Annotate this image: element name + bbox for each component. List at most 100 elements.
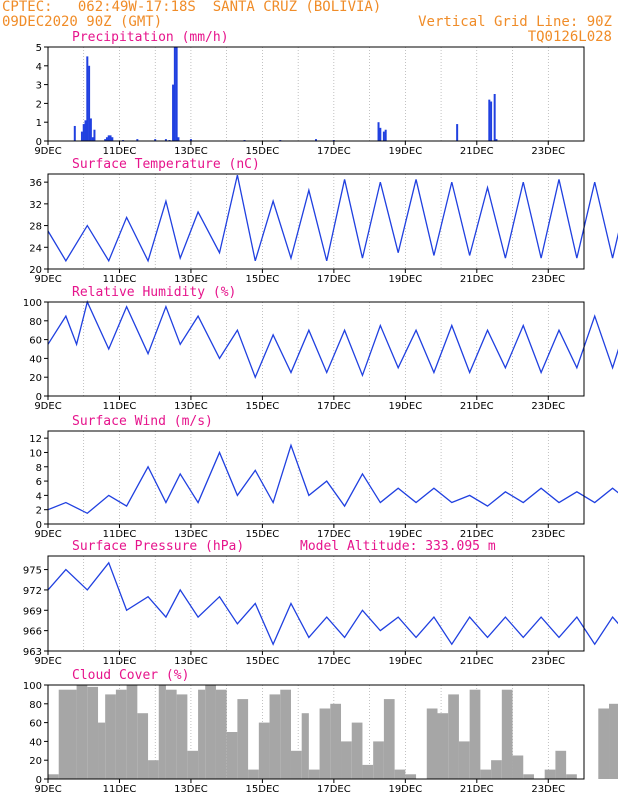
x-tick-label: 15DEC: [246, 146, 280, 157]
cloud-bar: [269, 694, 281, 779]
y-tick-label: 4: [36, 62, 42, 73]
x-tick-label: 19DEC: [388, 146, 422, 157]
relative-humidity-panel: Relative Humidity (%) 0 20 40 60 80 100 9DEC 11D…: [23, 285, 618, 412]
cloud-bar: [137, 713, 149, 779]
x-tick-label: 15DEC: [246, 401, 280, 412]
cloud-bar: [555, 750, 567, 779]
precip-bar: [93, 129, 96, 141]
cloud-cover-title: Cloud Cover (%): [72, 668, 189, 683]
cloud-bar: [609, 703, 618, 779]
x-tick-label: 17DEC: [317, 529, 351, 540]
cloud-bar: [308, 769, 320, 779]
cloud-bar: [258, 722, 270, 779]
y-tick-label: 0: [36, 775, 42, 786]
y-tick-label: 0: [36, 392, 42, 403]
y-tick-label: 0: [36, 520, 42, 531]
model-altitude-label: Model Altitude: 333.095 m: [300, 539, 496, 554]
cloud-bar: [437, 713, 449, 779]
surface-temperature-panel: Surface Temperature (nC) 20 24 28 32 36 9DEC 11…: [29, 157, 618, 285]
precip-bar: [172, 84, 175, 141]
cloud-bar: [458, 741, 470, 779]
x-tick-label: 15DEC: [246, 529, 280, 540]
header-date: 09DEC2020 90Z (GMT): [2, 14, 163, 30]
x-tick-label: 11DEC: [103, 656, 137, 667]
x-tick-label: 19DEC: [388, 274, 422, 285]
cloud-bar: [187, 750, 199, 779]
cloud-bar: [598, 708, 610, 779]
x-tick-label: 17DEC: [317, 401, 351, 412]
y-tick-label: 12: [29, 434, 42, 445]
relative-humidity-title: Relative Humidity (%): [72, 285, 236, 300]
x-tick-label: 19DEC: [388, 401, 422, 412]
cloud-bar: [480, 769, 492, 779]
cloud-bar: [105, 694, 116, 779]
cloud-bar: [383, 699, 395, 779]
precip-bar: [105, 137, 108, 141]
surface-wind-panel: Surface Wind (m/s) 0 2 4 6 8 10 12 9DEC 11DEC 13DE…: [29, 414, 618, 540]
cloud-bar: [351, 722, 363, 779]
precip-bar: [86, 56, 89, 141]
y-tick-label: 972: [23, 586, 42, 597]
x-tick-label: 23DEC: [531, 146, 565, 157]
header-location: CPTEC: 062:49W-17:18S SANTA CRUZ (BOLIVI…: [2, 0, 382, 15]
x-tick-label: 13DEC: [174, 784, 208, 795]
cloud-bar: [226, 732, 238, 779]
x-tick-label: 23DEC: [531, 401, 565, 412]
x-tick-label: 21DEC: [460, 529, 494, 540]
precip-bar: [109, 135, 112, 141]
surface-temperature-line: [47, 174, 618, 263]
cloud-bar: [501, 689, 513, 779]
y-tick-label: 60: [29, 719, 42, 730]
x-tick-label: 17DEC: [317, 274, 351, 285]
cloud-bar: [248, 769, 259, 779]
y-tick-label: 8: [36, 463, 42, 474]
cloud-bar: [280, 689, 291, 779]
x-tick-label: 13DEC: [174, 656, 208, 667]
cloud-bar: [469, 689, 481, 779]
cloud-bar: [115, 689, 127, 779]
precip-bar: [136, 139, 139, 141]
y-tick-label: 20: [29, 373, 42, 384]
y-tick-label: 1: [36, 118, 42, 129]
x-tick-label: 11DEC: [103, 784, 137, 795]
cloud-bar: [176, 694, 188, 779]
precip-bar: [104, 139, 107, 141]
precip-bar: [456, 124, 459, 141]
cloud-bar: [448, 694, 459, 779]
y-tick-label: 4: [36, 491, 42, 502]
x-tick-label: 13DEC: [174, 401, 208, 412]
cloud-bar: [290, 750, 302, 779]
relative-humidity-line: [47, 300, 618, 379]
y-tick-label: 966: [23, 627, 42, 638]
x-tick-label: 23DEC: [531, 784, 565, 795]
y-tick-label: 963: [23, 647, 42, 658]
surface-pressure-line: [47, 561, 618, 646]
x-tick-label: 11DEC: [103, 146, 137, 157]
y-tick-label: 3: [36, 81, 42, 92]
x-tick-label: 11DEC: [103, 529, 137, 540]
cloud-bar: [426, 708, 438, 779]
cloud-bar: [523, 774, 534, 779]
y-tick-label: 80: [29, 700, 42, 711]
x-tick-label: 19DEC: [388, 529, 422, 540]
precip-bar: [495, 139, 498, 141]
cloud-bar: [491, 760, 502, 779]
y-tick-label: 40: [29, 737, 42, 748]
x-tick-label: 21DEC: [460, 146, 494, 157]
precip-bar: [84, 120, 87, 141]
cloud-bar: [373, 741, 384, 779]
cloud-bar: [165, 689, 177, 779]
x-tick-label: 9DEC: [34, 146, 61, 157]
precip-bar: [490, 101, 493, 141]
x-tick-label: 17DEC: [317, 784, 351, 795]
x-tick-label: 21DEC: [460, 401, 494, 412]
x-tick-label: 21DEC: [460, 274, 494, 285]
cloud-bar: [319, 708, 331, 779]
x-tick-label: 13DEC: [174, 146, 208, 157]
precip-bar: [175, 47, 178, 141]
precip-bar: [88, 65, 91, 141]
x-tick-label: 15DEC: [246, 784, 280, 795]
precip-bar: [315, 139, 317, 141]
precip-bar: [91, 137, 94, 141]
